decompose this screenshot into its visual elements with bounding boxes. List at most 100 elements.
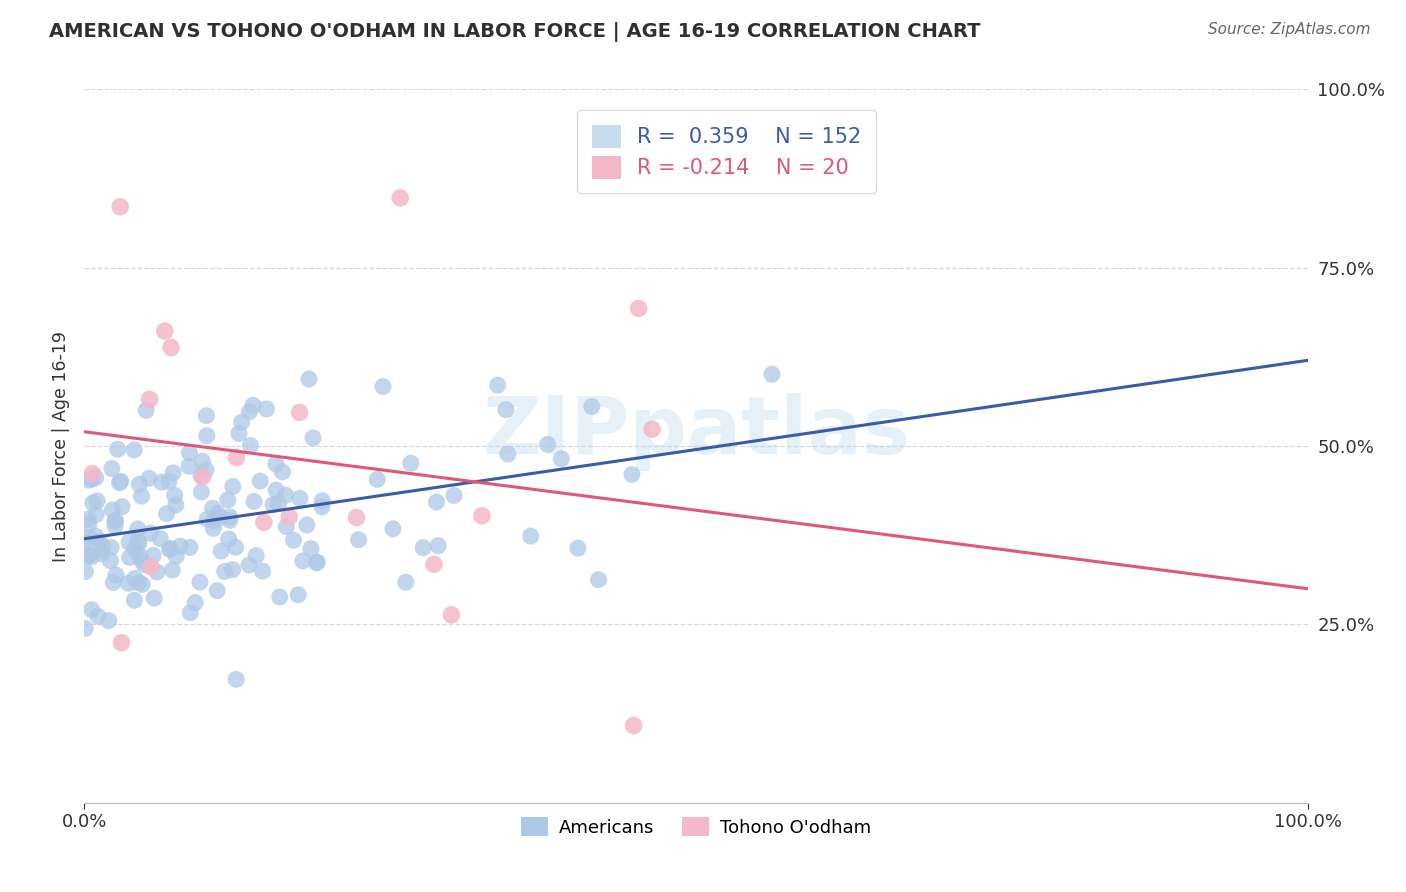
Point	[124, 593, 146, 607]
Point	[134, 558, 156, 572]
Point	[146, 565, 169, 579]
Point	[104, 568, 127, 582]
Point	[201, 501, 224, 516]
Text: Source: ZipAtlas.com: Source: ZipAtlas.com	[1208, 22, 1371, 37]
Point	[84, 471, 107, 485]
Point	[101, 461, 124, 475]
Point	[149, 532, 172, 546]
Point	[214, 565, 236, 579]
Point	[291, 554, 314, 568]
Point	[127, 534, 149, 549]
Point	[104, 514, 127, 528]
Point	[90, 547, 112, 561]
Point	[135, 403, 157, 417]
Point	[131, 553, 153, 567]
Point	[305, 556, 328, 570]
Point	[163, 488, 186, 502]
Point	[169, 539, 191, 553]
Point	[208, 510, 231, 524]
Point	[243, 494, 266, 508]
Point	[80, 549, 103, 564]
Point	[128, 477, 150, 491]
Legend: Americans, Tohono O'odham: Americans, Tohono O'odham	[515, 810, 877, 844]
Point	[76, 535, 98, 549]
Point	[346, 510, 368, 524]
Point	[104, 519, 127, 533]
Point	[110, 200, 132, 214]
Point	[108, 475, 131, 490]
Point	[179, 606, 201, 620]
Point	[100, 541, 122, 555]
Point	[117, 576, 139, 591]
Point	[238, 558, 260, 572]
Point	[84, 508, 107, 522]
Point	[537, 437, 560, 451]
Point	[131, 577, 153, 591]
Point	[82, 467, 104, 481]
Point	[124, 541, 146, 556]
Point	[127, 522, 149, 536]
Point	[252, 564, 274, 578]
Point	[138, 471, 160, 485]
Point	[274, 488, 297, 502]
Point	[195, 512, 218, 526]
Point	[191, 470, 214, 484]
Point	[165, 498, 187, 512]
Point	[264, 483, 287, 498]
Point	[207, 507, 229, 521]
Point	[87, 609, 110, 624]
Point	[84, 529, 107, 543]
Point	[77, 548, 100, 562]
Point	[205, 583, 228, 598]
Point	[195, 463, 218, 477]
Point	[159, 542, 181, 557]
Point	[110, 475, 132, 489]
Point	[264, 457, 287, 471]
Point	[79, 531, 101, 545]
Point	[440, 607, 463, 622]
Point	[222, 479, 245, 493]
Point	[209, 544, 232, 558]
Point	[307, 555, 329, 569]
Point	[495, 402, 517, 417]
Point	[159, 541, 181, 556]
Point	[107, 442, 129, 457]
Point	[75, 622, 97, 636]
Point	[165, 549, 187, 564]
Point	[157, 475, 180, 489]
Point	[221, 563, 243, 577]
Point	[101, 503, 124, 517]
Point	[228, 426, 250, 441]
Point	[122, 442, 145, 457]
Point	[160, 341, 183, 355]
Point	[623, 718, 645, 732]
Point	[138, 392, 160, 407]
Point	[443, 488, 465, 502]
Point	[100, 554, 122, 568]
Point	[110, 636, 132, 650]
Point	[761, 368, 783, 382]
Point	[412, 541, 434, 555]
Point	[641, 422, 664, 436]
Point	[218, 532, 240, 546]
Point	[177, 459, 200, 474]
Point	[143, 591, 166, 606]
Point	[271, 465, 294, 479]
Point	[371, 379, 394, 393]
Point	[423, 558, 446, 572]
Point	[77, 512, 100, 526]
Point	[77, 517, 100, 532]
Point	[86, 493, 108, 508]
Point	[128, 575, 150, 590]
Point	[256, 401, 278, 416]
Point	[188, 575, 211, 590]
Point	[267, 496, 290, 510]
Point	[550, 451, 572, 466]
Point	[567, 541, 589, 556]
Point	[179, 541, 201, 555]
Point	[89, 534, 111, 549]
Point	[253, 516, 276, 530]
Point	[287, 588, 309, 602]
Point	[298, 372, 321, 386]
Point	[150, 475, 173, 489]
